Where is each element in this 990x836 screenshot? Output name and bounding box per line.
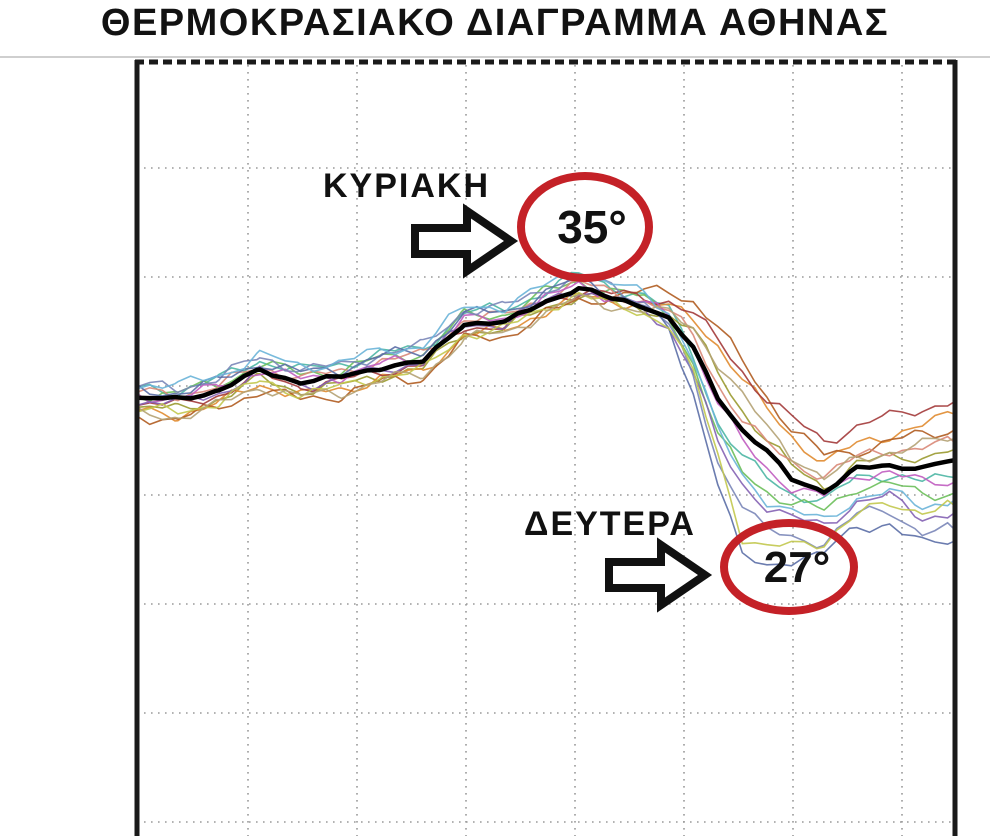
sunday-day-label: ΚΥΡΙΑΚΗ [323, 167, 491, 205]
title-divider [0, 56, 990, 58]
sunday-arrow-icon [411, 203, 519, 279]
monday-highlight-circle [720, 519, 858, 615]
monday-day-label: ΔΕΥΤΕΡΑ [524, 505, 696, 543]
monday-arrow-icon [605, 537, 713, 613]
monday-temp-value: 27° [764, 543, 831, 592]
annotation-sunday: 35° [411, 172, 653, 282]
annotation-monday: 27° [605, 519, 858, 615]
sunday-temp-value: 35° [557, 201, 627, 253]
chart-title: ΘΕΡΜΟΚΡΑΣΙΑΚΟ ΔΙΑΓΡΑΜΜΑ ΑΘΗΝΑΣ [100, 2, 890, 44]
sunday-highlight-circle [517, 172, 653, 282]
